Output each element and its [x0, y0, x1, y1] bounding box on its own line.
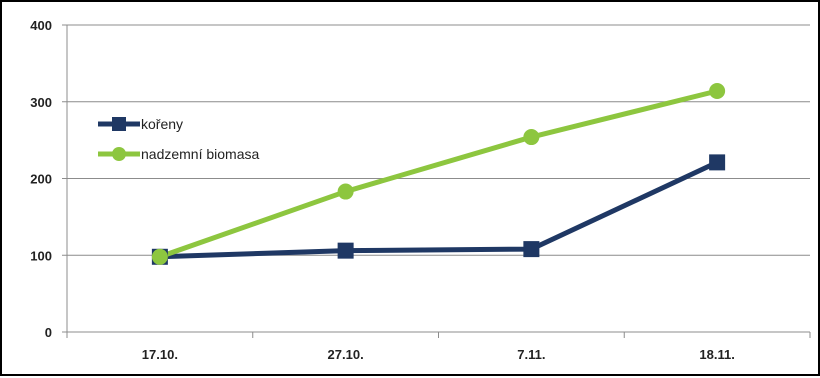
x-tick-label-3: 18.11.: [699, 347, 734, 362]
x-tick-label-0: 17.10.: [142, 347, 178, 362]
legend-label-1: nadzemní biomasa: [141, 146, 260, 162]
axes: 0 100 200 300 400 17.10. 27.10. 7.11. 18.11.: [30, 18, 811, 362]
legend-label-0: kořeny: [141, 116, 183, 132]
legend-marker-1: [112, 147, 126, 161]
series-0-point-1: [337, 242, 354, 259]
series-0-point-3: [709, 154, 726, 171]
series-1-point-2: [523, 129, 540, 146]
y-tick-label-4: 400: [30, 18, 52, 33]
y-tick-label-3: 300: [30, 95, 52, 110]
y-tick-label-0: 0: [45, 325, 52, 340]
series-1-point-0: [151, 248, 168, 265]
y-tick-label-2: 200: [30, 172, 52, 187]
x-tick-label-1: 27.10.: [328, 347, 364, 362]
series-1-point-1: [337, 183, 354, 200]
y-tick-label-1: 100: [30, 248, 52, 263]
legend-marker-0: [112, 117, 126, 131]
x-tick-label-2: 7.11.: [517, 347, 545, 362]
series-0-point-2: [523, 241, 540, 258]
legend: kořeny nadzemní biomasa: [98, 116, 260, 162]
gridlines: [67, 24, 810, 256]
series-line-0: [159, 160, 719, 260]
series-1-point-3: [709, 83, 726, 100]
series: [151, 83, 726, 265]
series-line-1: [159, 88, 718, 260]
